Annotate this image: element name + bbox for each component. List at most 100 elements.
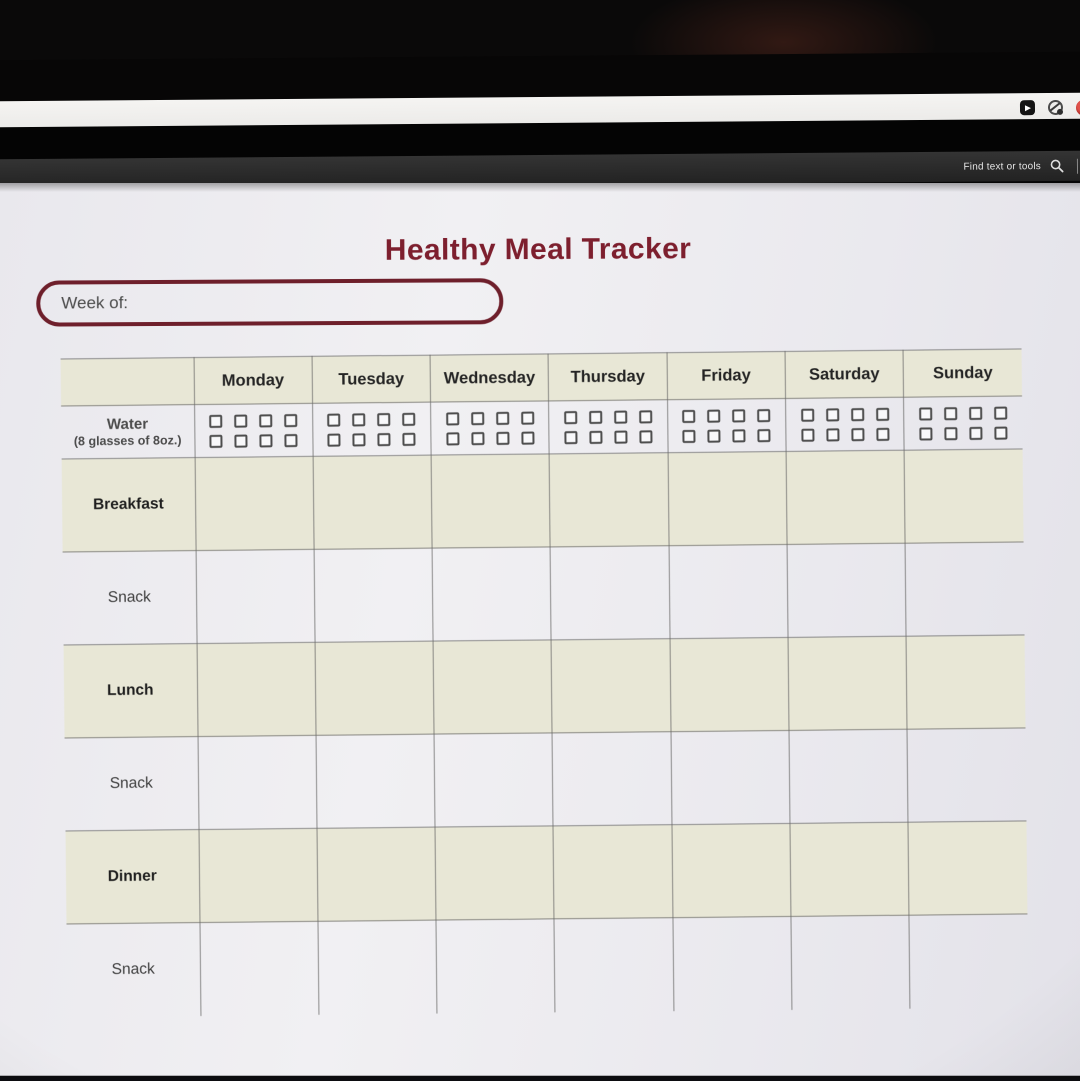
dinner-saturday-cell <box>789 822 910 917</box>
week-of-field[interactable]: Week of: <box>36 278 504 327</box>
find-text-or-tools-label[interactable]: Find text or tools <box>963 160 1042 173</box>
water-checkbox[interactable] <box>850 407 864 421</box>
water-checkbox[interactable] <box>919 406 933 421</box>
snack-monday-cell <box>195 549 315 644</box>
water-checkbox[interactable] <box>446 431 460 445</box>
water-checkbox[interactable] <box>495 411 509 425</box>
snack-monday-cell <box>197 735 317 830</box>
water-checkbox[interactable] <box>757 428 771 442</box>
water-checkbox[interactable] <box>470 411 484 425</box>
water-checkbox[interactable] <box>589 410 603 424</box>
water-checkbox[interactable] <box>639 429 653 443</box>
water-checkbox[interactable] <box>682 429 696 443</box>
water-checkbox[interactable] <box>471 431 485 445</box>
row-snack-6: Snack <box>66 913 1029 1017</box>
corner-cell <box>60 357 195 407</box>
water-checkbox[interactable] <box>234 414 248 428</box>
water-checkbox[interactable] <box>327 433 341 447</box>
water-checkbox[interactable] <box>209 414 223 428</box>
water-checkbox[interactable] <box>800 408 814 422</box>
row-label-lunch: Lunch <box>63 643 198 738</box>
row-label-breakfast: Breakfast <box>61 457 196 552</box>
water-checkbox[interactable] <box>209 434 223 448</box>
breakfast-monday-cell <box>194 456 314 551</box>
circular-logo-icon[interactable] <box>1047 99 1064 116</box>
water-checkbox[interactable] <box>284 433 298 447</box>
breakfast-friday-cell <box>667 451 787 546</box>
meal-tracker-document: Healthy Meal Tracker Week of: Monday Tues… <box>0 180 1080 1079</box>
water-checkbox[interactable] <box>875 407 889 421</box>
snack-friday-cell <box>672 916 792 1011</box>
water-checkbox[interactable] <box>682 409 696 423</box>
water-checkbox[interactable] <box>352 412 366 426</box>
pdf-page: Healthy Meal Tracker Week of: Monday Tues… <box>0 183 1080 1076</box>
water-checkbox[interactable] <box>589 430 603 444</box>
water-checkbox[interactable] <box>377 412 391 426</box>
water-checkbox[interactable] <box>614 430 628 444</box>
water-checkbox[interactable] <box>614 410 628 424</box>
water-checkbox[interactable] <box>757 408 771 422</box>
water-checkbox[interactable] <box>800 428 815 442</box>
red-logo-icon[interactable] <box>1075 99 1080 116</box>
water-checkbox[interactable] <box>875 427 890 441</box>
dinner-monday-cell <box>198 828 318 923</box>
water-checkbox[interactable] <box>994 406 1008 420</box>
snack-saturday-cell <box>790 915 911 1010</box>
water-checkbox[interactable] <box>284 413 298 427</box>
water-checkbox-grid <box>564 409 653 444</box>
search-icon[interactable] <box>1050 159 1064 173</box>
water-checkbox[interactable] <box>445 411 459 425</box>
water-checkbox[interactable] <box>732 428 746 442</box>
snack-friday-cell <box>668 544 788 639</box>
water-checkbox[interactable] <box>944 406 958 420</box>
breakfast-thursday-cell <box>549 452 669 547</box>
water-checkbox[interactable] <box>732 408 746 422</box>
water-checkbox[interactable] <box>825 407 839 421</box>
water-checkbox[interactable] <box>707 429 721 443</box>
water-sublabel: (8 glasses of 8oz.) <box>73 433 182 449</box>
row-label-dinner: Dinner <box>65 829 200 924</box>
breakfast-wednesday-cell <box>431 453 551 549</box>
water-checkbox[interactable] <box>377 432 391 446</box>
water-checkbox[interactable] <box>564 430 578 444</box>
water-checkbox[interactable] <box>352 432 366 446</box>
water-checkbox[interactable] <box>994 426 1008 440</box>
snack-saturday-cell <box>788 729 909 824</box>
water-checkbox[interactable] <box>521 431 535 445</box>
water-checkbox-grid <box>682 408 771 443</box>
water-checkbox[interactable] <box>520 411 534 425</box>
water-checkbox[interactable] <box>327 413 341 427</box>
water-checkbox[interactable] <box>234 434 248 448</box>
water-checkbox[interactable] <box>969 426 983 440</box>
snack-thursday-cell <box>552 731 672 826</box>
water-checkbox[interactable] <box>639 409 653 423</box>
water-checkbox[interactable] <box>707 409 721 423</box>
snack-friday-cell <box>670 730 790 825</box>
lunch-friday-cell <box>669 637 789 732</box>
water-checkbox[interactable] <box>259 413 273 427</box>
dinner-tuesday-cell <box>316 827 437 922</box>
water-checkbox[interactable] <box>564 410 578 424</box>
water-checkbox[interactable] <box>825 427 840 441</box>
water-checkbox-grid <box>800 407 890 442</box>
row-label-water: Water (8 glasses of 8oz.) <box>61 404 195 460</box>
water-checkbox[interactable] <box>944 426 958 440</box>
water-checkbox[interactable] <box>496 431 510 445</box>
dinner-sunday-cell <box>908 820 1028 916</box>
photo-bottom-edge <box>0 1075 1080 1081</box>
water-checkbox[interactable] <box>919 426 933 441</box>
water-checkbox[interactable] <box>969 406 983 420</box>
water-checkbox-grid <box>445 411 535 445</box>
lunch-monday-cell <box>196 642 316 737</box>
water-checkbox[interactable] <box>402 432 416 446</box>
snack-wednesday-cell <box>434 732 554 828</box>
water-checkbox[interactable] <box>850 427 865 441</box>
snack-tuesday-cell <box>315 734 436 829</box>
video-play-icon[interactable] <box>1019 100 1036 116</box>
day-header-monday: Monday <box>193 356 313 405</box>
row-snack-2: Snack <box>62 541 1025 645</box>
day-header-friday: Friday <box>666 351 786 400</box>
water-checkbox[interactable] <box>259 433 273 447</box>
dinner-thursday-cell <box>553 824 673 919</box>
water-checkbox[interactable] <box>402 412 416 426</box>
